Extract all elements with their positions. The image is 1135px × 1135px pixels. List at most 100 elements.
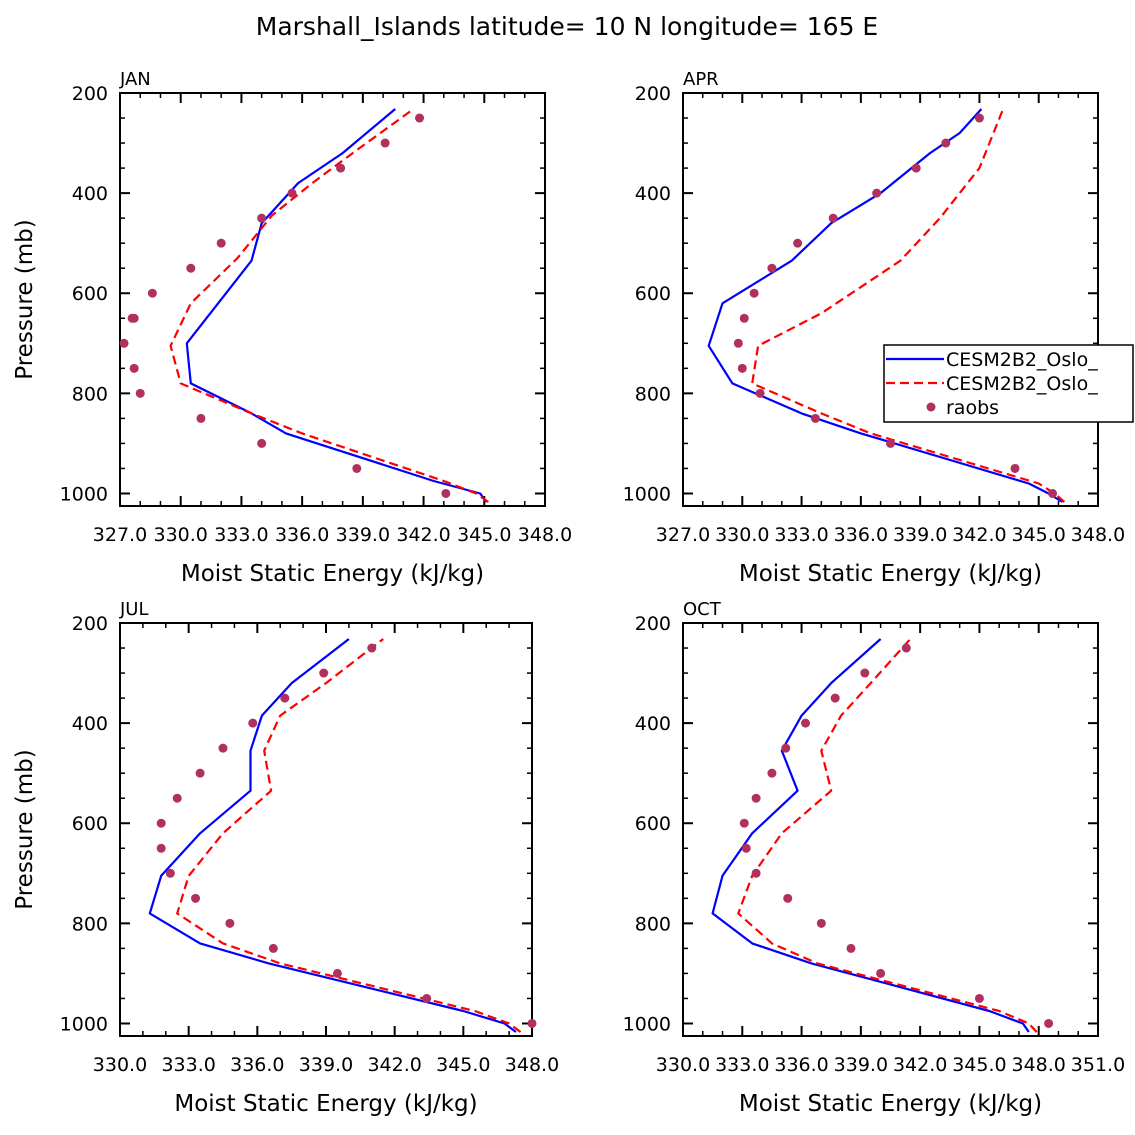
y-tick-label: 1000 (623, 483, 671, 505)
x-tick-label: 345.0 (952, 1054, 1006, 1076)
x-tick-label: 336.0 (834, 524, 888, 546)
raobs-point (129, 313, 139, 323)
legend: CESM2B2_Oslo_CESM2B2_Oslo_raobs (883, 344, 1134, 423)
raobs-point (876, 968, 886, 978)
y-tick-label: 200 (635, 83, 671, 105)
raobs-point (527, 1018, 537, 1028)
x-tick-label: 342.0 (952, 524, 1006, 546)
raobs-point (441, 488, 451, 498)
raobs-point (135, 388, 145, 398)
panel-label: JAN (119, 69, 151, 90)
raobs-point (191, 893, 201, 903)
y-tick-label: 200 (635, 613, 671, 635)
y-tick-label: 1000 (60, 483, 108, 505)
raobs-point (319, 668, 329, 678)
y-tick-label: 800 (72, 913, 108, 935)
raobs-point (147, 288, 157, 298)
raobs-point (974, 113, 984, 123)
raobs-point (196, 413, 206, 423)
x-tick-label: 330.0 (93, 1054, 147, 1076)
raobs-point (810, 413, 820, 423)
raobs-point (380, 138, 390, 148)
y-tick-label: 1000 (60, 1013, 108, 1035)
legend-label: raobs (946, 397, 999, 419)
model1-line (707, 108, 1063, 503)
raobs-point (737, 363, 747, 373)
raobs-point (751, 868, 761, 878)
raobs-point (218, 743, 228, 753)
raobs-point (755, 388, 765, 398)
x-tick-label: 333.0 (214, 524, 268, 546)
raobs-point (287, 188, 297, 198)
x-tick-label: 327.0 (93, 524, 147, 546)
raobs-point (846, 943, 856, 953)
x-tick-label: 348.0 (518, 524, 572, 546)
model2-line (737, 638, 1038, 1033)
raobs-point (367, 643, 377, 653)
raobs-point (422, 993, 432, 1003)
raobs-point (860, 668, 870, 678)
raobs-point (248, 718, 258, 728)
raobs-point (172, 793, 182, 803)
y-tick-label: 200 (72, 83, 108, 105)
raobs-point (793, 238, 803, 248)
raobs-point (739, 313, 749, 323)
y-tick-label: 800 (635, 913, 671, 935)
raobs-point (741, 843, 751, 853)
raobs-point (733, 338, 743, 348)
raobs-point (257, 438, 267, 448)
raobs-point (352, 463, 362, 473)
model1-line (148, 638, 517, 1033)
y-tick-label: 600 (72, 283, 108, 305)
raobs-point (165, 868, 175, 878)
figure-title: Marshall_Islands latitude= 10 N longitud… (256, 12, 878, 41)
model2-line (169, 108, 489, 503)
raobs-point (801, 718, 811, 728)
x-axis-label: Moist Static Energy (kJ/kg) (739, 561, 1042, 587)
raobs-point (1010, 463, 1020, 473)
x-tick-label: 339.0 (299, 1054, 353, 1076)
y-tick-label: 1000 (623, 1013, 671, 1035)
model1-line (185, 108, 488, 503)
x-tick-label: 348.0 (1071, 524, 1125, 546)
x-tick-label: 342.0 (367, 1054, 421, 1076)
raobs-point (415, 113, 425, 123)
model2-line (176, 638, 522, 1033)
legend-label: CESM2B2_Oslo_ (946, 349, 1098, 371)
panel-label: JUL (119, 599, 149, 620)
y-tick-label: 400 (635, 713, 671, 735)
legend-label: CESM2B2_Oslo_ (946, 373, 1098, 395)
raobs-point (216, 238, 226, 248)
y-axis-label: Pressure (mb) (12, 219, 38, 379)
raobs-point (828, 213, 838, 223)
x-tick-label: 345.0 (457, 524, 511, 546)
y-tick-label: 600 (635, 283, 671, 305)
x-tick-label: 330.0 (656, 1054, 710, 1076)
panel-oct: OCT 330.0 333.0 336.0 339.0 342.0 345.0 348.0 35… (623, 599, 1126, 1117)
raobs-point (872, 188, 882, 198)
panel-jan: JAN 327.0 330.0 333.0 336.0 339.0 342.0 345.0 34… (12, 69, 572, 587)
raobs-point (156, 818, 166, 828)
raobs-point (781, 743, 791, 753)
panel-label: APR (683, 69, 719, 90)
plot-frame (119, 92, 546, 507)
x-tick-label: 327.0 (656, 524, 710, 546)
x-tick-label: 330.0 (154, 524, 208, 546)
panel-apr: APR 327.0 330.0 333.0 336.0 339.0 342.0 345.0 34… (623, 69, 1126, 587)
raobs-point (257, 213, 267, 223)
raobs-point (911, 163, 921, 173)
raobs-point (1048, 488, 1058, 498)
model2-line (751, 108, 1066, 503)
x-tick-label: 336.0 (275, 524, 329, 546)
x-tick-label: 336.0 (230, 1054, 284, 1076)
y-tick-label: 400 (72, 713, 108, 735)
x-axis-label: Moist Static Energy (kJ/kg) (174, 1091, 477, 1117)
raobs-point (268, 943, 278, 953)
raobs-point (280, 693, 290, 703)
x-tick-label: 330.0 (715, 524, 769, 546)
x-axis-label: Moist Static Energy (kJ/kg) (181, 561, 484, 587)
raobs-point (941, 138, 951, 148)
raobs-point (119, 338, 129, 348)
plot-frame (682, 622, 1099, 1037)
